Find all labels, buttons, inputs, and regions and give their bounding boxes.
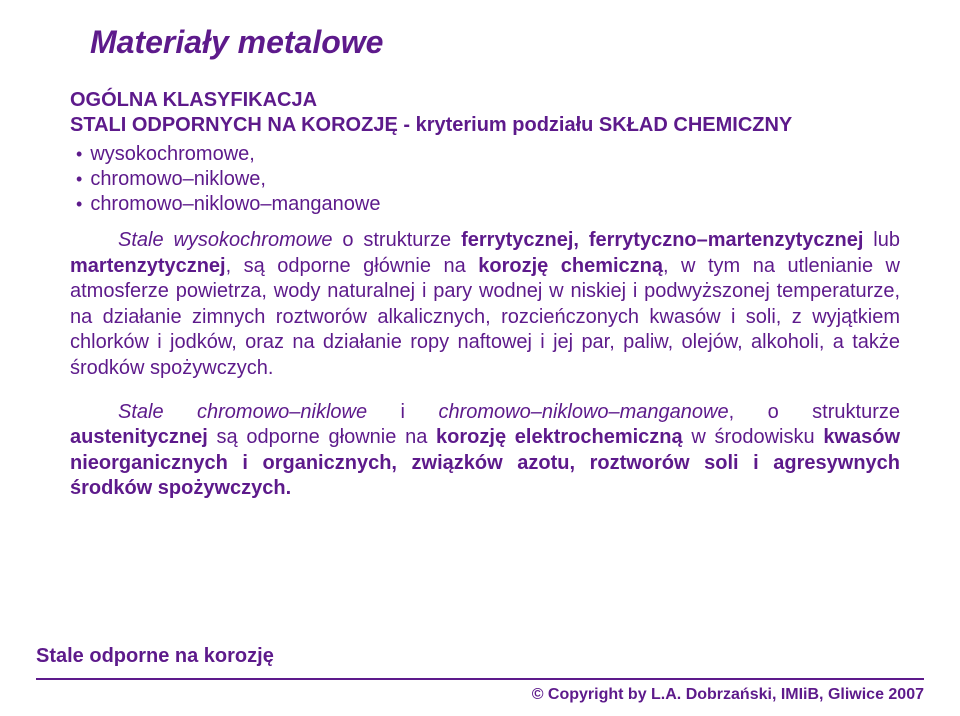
subtitle-line1: OGÓLNA KLASYFIKACJA bbox=[70, 89, 900, 112]
paragraph-2: Stale chromowo–niklowe i chromowo–niklow… bbox=[70, 400, 900, 502]
footer-copyright: © Copyright by L.A. Dobrzański, IMIiB, G… bbox=[532, 686, 924, 704]
paragraph-1: Stale wysokochromowe o strukturze ferryt… bbox=[70, 228, 900, 382]
p2-text: , o strukturze bbox=[729, 401, 900, 423]
bullet-text: chromowo–niklowo–manganowe bbox=[90, 193, 380, 216]
p2-text: są odporne głownie na bbox=[208, 426, 436, 448]
bullet-list: • wysokochromowe, • chromowo–niklowe, • … bbox=[76, 143, 900, 216]
footer-topic: Stale odporne na korozję bbox=[36, 645, 274, 668]
p1-term: Stale wysokochromowe bbox=[118, 229, 332, 251]
subtitle-line2: STALI ODPORNYCH NA KOROZJĘ - kryterium p… bbox=[70, 114, 900, 137]
list-item: • chromowo–niklowe, bbox=[76, 168, 900, 191]
bullet-icon: • bbox=[76, 194, 82, 215]
p2-term: Stale chromowo–niklowe bbox=[118, 401, 367, 423]
list-item: • wysokochromowe, bbox=[76, 143, 900, 166]
bullet-icon: • bbox=[76, 144, 82, 165]
p1-text: lub bbox=[863, 229, 900, 251]
footer-divider bbox=[36, 678, 924, 680]
p2-bold: austenitycznej bbox=[70, 426, 208, 448]
page-title: Materiały metalowe bbox=[90, 24, 900, 61]
p1-text: , są odporne głównie na bbox=[226, 255, 479, 277]
p1-text: o strukturze bbox=[332, 229, 461, 251]
p1-bold: korozję chemiczną bbox=[478, 255, 663, 277]
p2-term: chromowo–niklowo–manganowe bbox=[438, 401, 728, 423]
p1-bold: ferrytycznej, ferrytyczno–martenzytyczne… bbox=[461, 229, 863, 251]
bullet-text: chromowo–niklowe, bbox=[90, 168, 266, 191]
p2-text: i bbox=[367, 401, 438, 423]
list-item: • chromowo–niklowo–manganowe bbox=[76, 193, 900, 216]
bullet-icon: • bbox=[76, 169, 82, 190]
bullet-text: wysokochromowe, bbox=[90, 143, 255, 166]
p2-bold: korozję elektrochemiczną bbox=[436, 426, 683, 448]
p2-text: w środowisku bbox=[683, 426, 824, 448]
p1-bold: martenzytycznej bbox=[70, 255, 226, 277]
